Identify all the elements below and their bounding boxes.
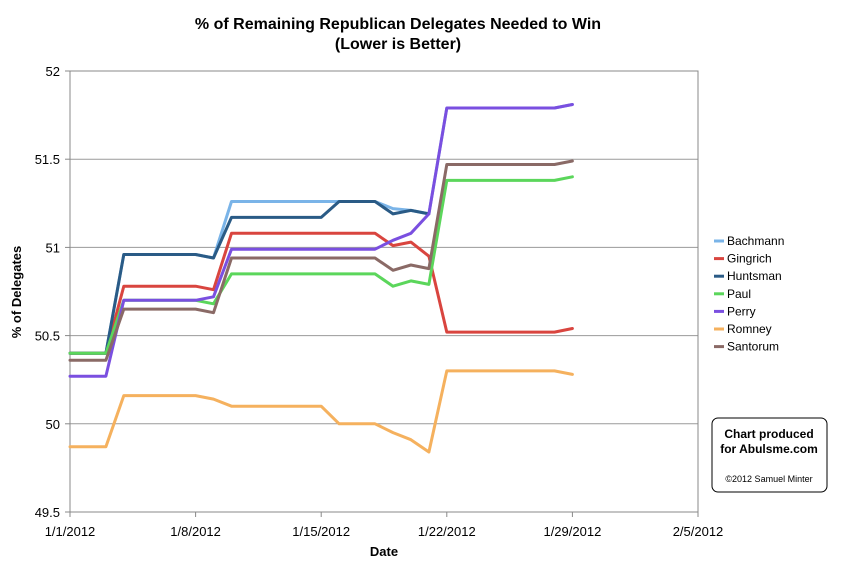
x-tick-label: 1/1/2012	[45, 524, 96, 539]
series-line-paul	[68, 175, 574, 355]
legend-label-romney: Romney	[727, 322, 772, 336]
y-tick-label: 49.5	[35, 505, 60, 520]
y-tick-label: 50	[46, 417, 60, 432]
legend-label-perry: Perry	[727, 304, 756, 318]
series-line-huntsman	[68, 200, 431, 355]
chart-title: % of Remaining Republican Delegates Need…	[195, 16, 601, 33]
x-tick-label: 2/5/2012	[673, 524, 724, 539]
x-tick-label: 1/29/2012	[543, 524, 601, 539]
credit-line-3: ©2012 Samuel Minter	[725, 474, 812, 484]
credit-box: Chart produced for Abulsme.com ©2012 Sam…	[711, 417, 828, 493]
x-tick-label: 1/15/2012	[292, 524, 350, 539]
legend-label-paul: Paul	[727, 287, 751, 301]
legend: Bachmann Gingrich Huntsman Paul Perry Romney S…	[714, 234, 784, 354]
legend-label-huntsman: Huntsman	[727, 269, 782, 283]
series-line-perry	[68, 103, 574, 378]
credit-box-border	[711, 417, 828, 493]
legend-label-bachmann: Bachmann	[727, 234, 784, 248]
credit-line-2: for Abulsme.com	[720, 442, 818, 456]
x-tick-label: 1/8/2012	[170, 524, 221, 539]
series-line-gingrich	[68, 231, 574, 355]
series-line-santorum	[68, 159, 574, 362]
x-axis-ticks: 1/1/2012 1/8/2012 1/15/2012 1/22/2012 1/29/2…	[45, 512, 724, 539]
y-axis-title: % of Delegates	[9, 246, 24, 338]
x-tick-label: 1/22/2012	[418, 524, 476, 539]
legend-label-gingrich: Gingrich	[727, 252, 772, 266]
series-line-bachmann	[68, 103, 574, 355]
plot-area	[69, 70, 699, 513]
legend-label-santorum: Santorum	[727, 340, 779, 354]
series-lines	[68, 103, 574, 454]
y-tick-label: 52	[46, 64, 60, 79]
series-line-romney	[68, 369, 574, 454]
y-axis-ticks: 49.5 50 50.5 51 51.5 52	[35, 64, 70, 520]
chart-subtitle: (Lower is Better)	[335, 36, 461, 53]
y-tick-label: 51	[46, 240, 60, 255]
y-tick-label: 50.5	[35, 329, 60, 344]
credit-line-1: Chart produced	[724, 427, 813, 441]
y-tick-label: 51.5	[35, 152, 60, 167]
x-axis-title: Date	[370, 544, 398, 559]
gridlines	[70, 70, 698, 513]
